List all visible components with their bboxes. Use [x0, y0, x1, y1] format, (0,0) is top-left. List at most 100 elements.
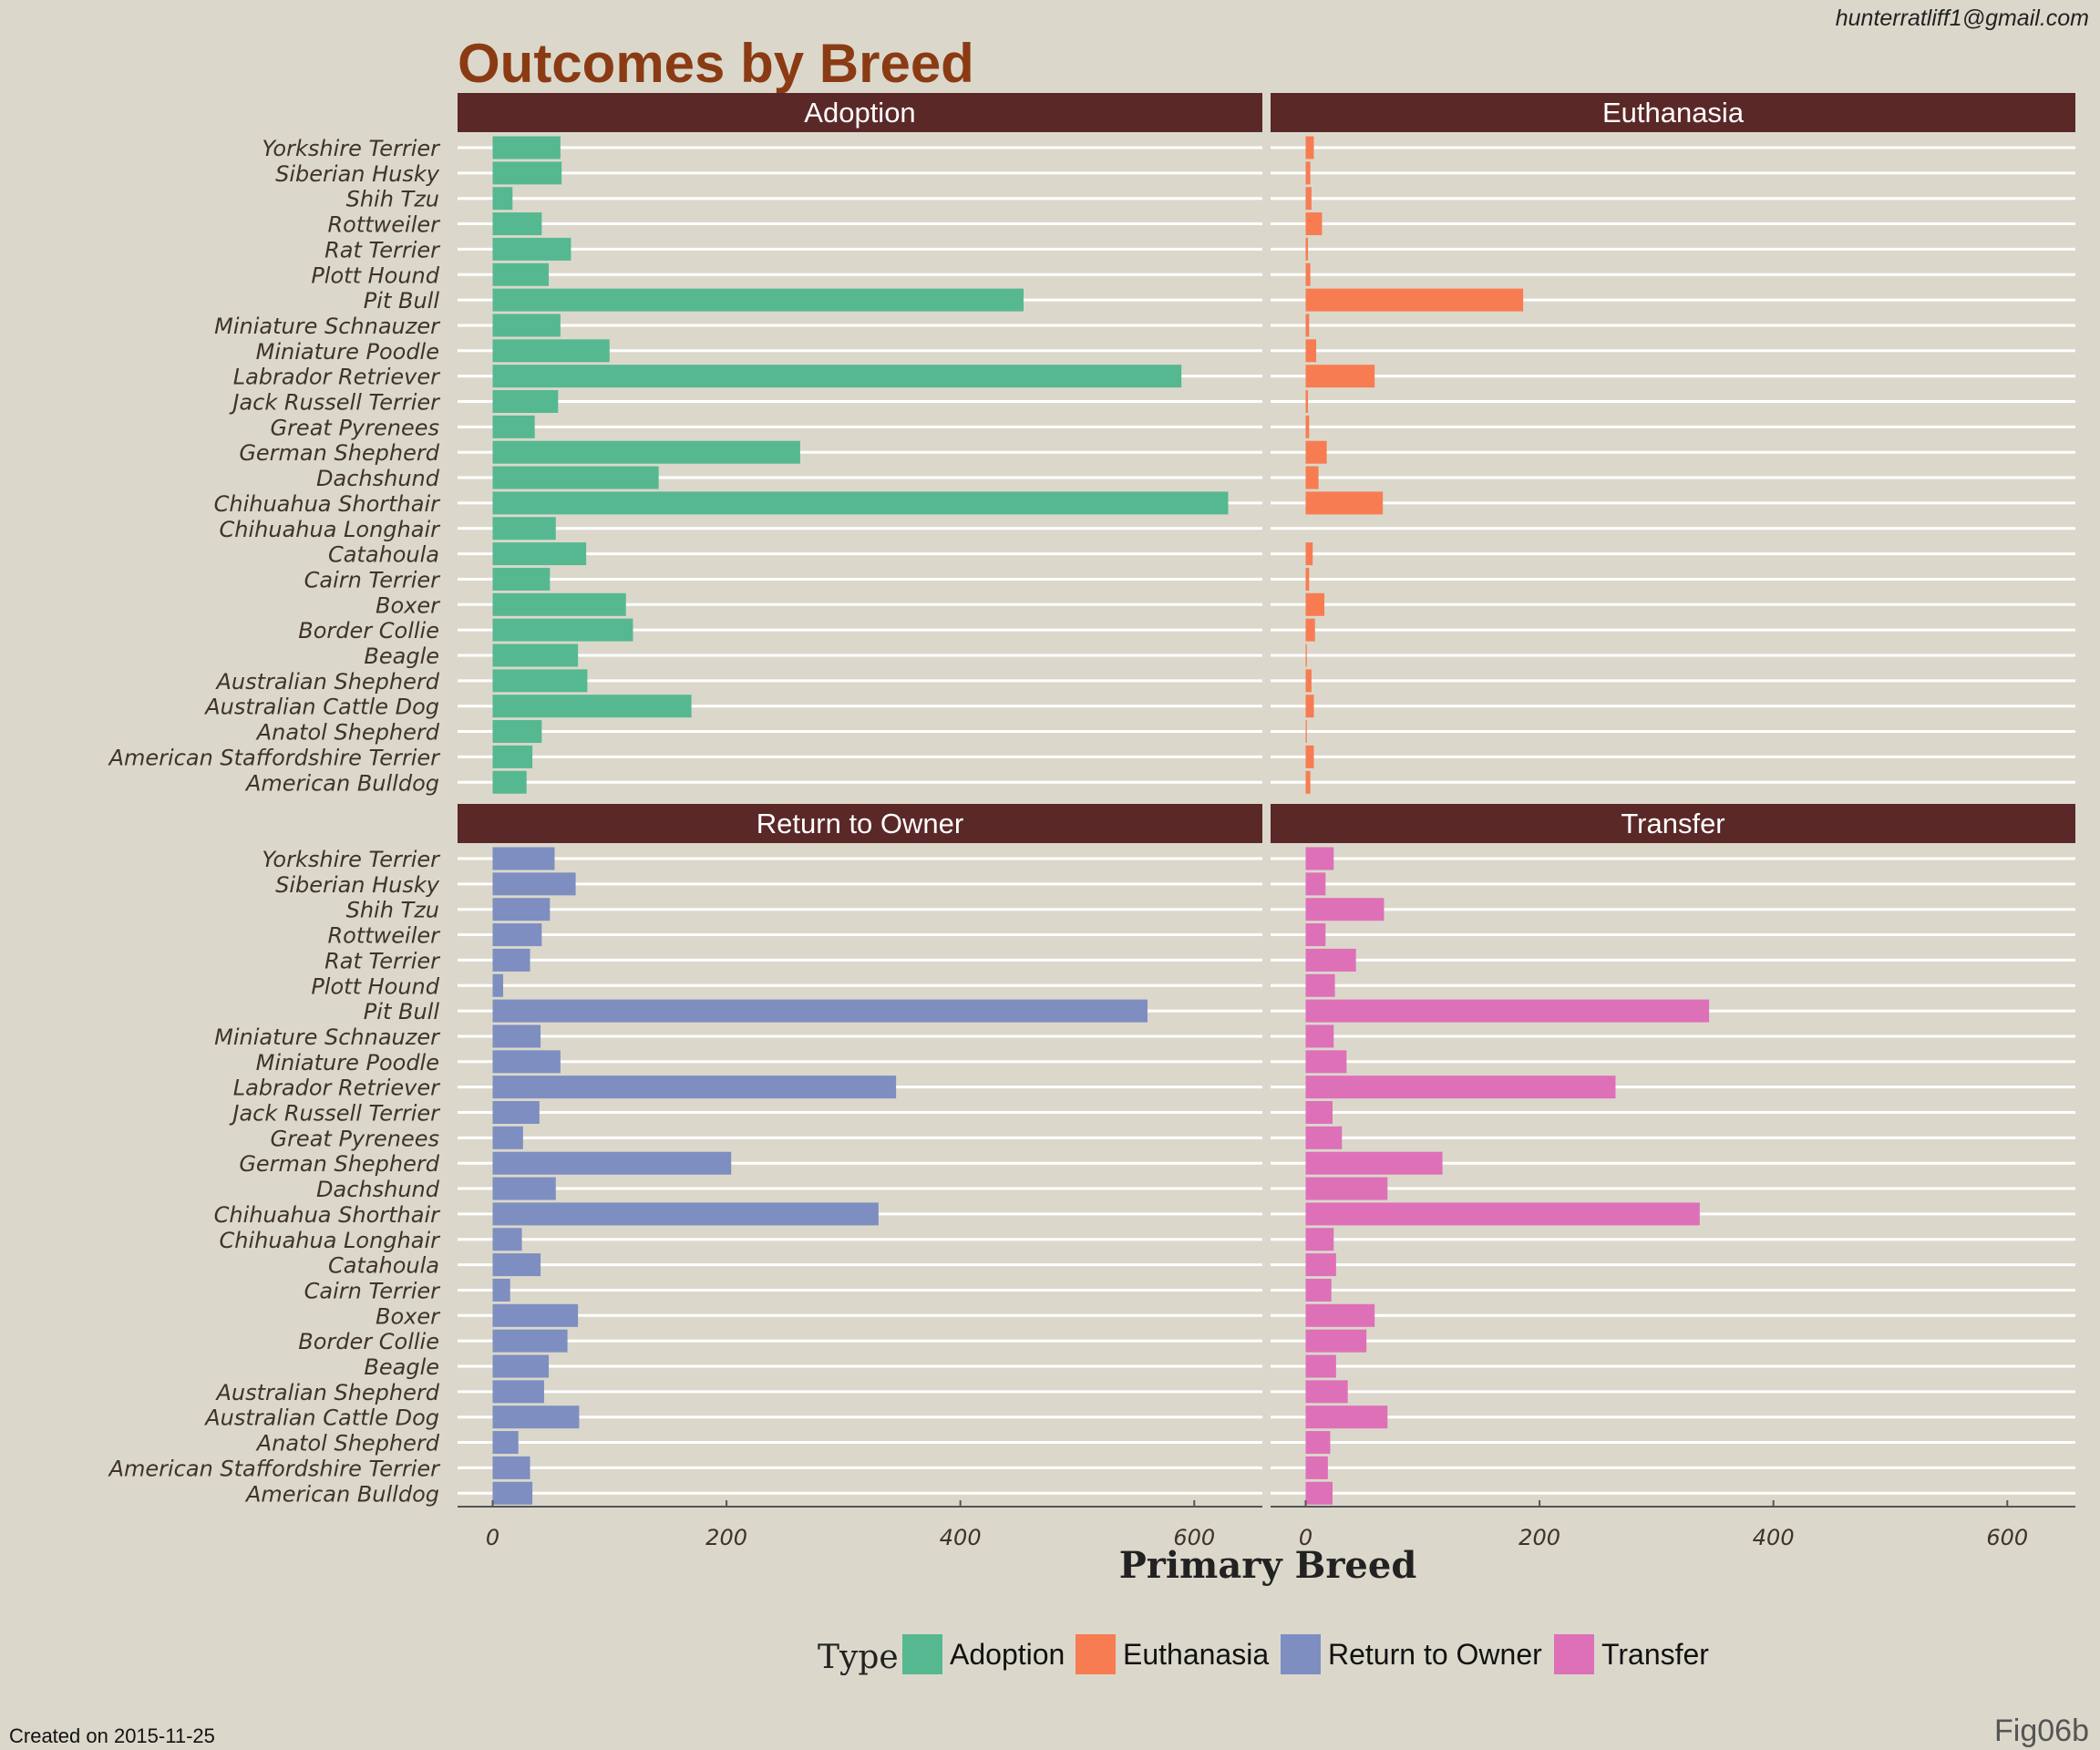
- bar-transfer-catahoula: [1305, 1253, 1336, 1277]
- bar-return-to-owner-australian-shepherd: [492, 1380, 544, 1404]
- legend-item-adoption: Adoption: [902, 1634, 1065, 1674]
- breed-label: Miniature Schnauzer: [214, 314, 441, 339]
- bar-transfer-australian-cattle-dog: [1305, 1405, 1388, 1429]
- bar-euthanasia-siberian-husky: [1305, 161, 1311, 185]
- breed-label: Cairn Terrier: [304, 567, 441, 592]
- bar-euthanasia-rat-terrier: [1305, 237, 1309, 261]
- bar-euthanasia-yorkshire-terrier: [1305, 136, 1314, 160]
- bar-adoption-jack-russell-terrier: [492, 390, 559, 413]
- legend-swatch: [1076, 1634, 1116, 1674]
- bar-transfer-rat-terrier: [1305, 948, 1356, 972]
- breed-label: American Bulldog: [244, 770, 439, 796]
- bar-adoption-anatol-shepherd: [492, 720, 542, 744]
- bar-transfer-australian-shepherd: [1305, 1380, 1348, 1404]
- bar-adoption-labrador-retriever: [492, 365, 1182, 388]
- strip-transfer: Transfer: [1271, 804, 2075, 843]
- bar-adoption-border-collie: [492, 618, 633, 642]
- bar-transfer-labrador-retriever: [1305, 1076, 1616, 1099]
- bar-return-to-owner-catahoula: [492, 1253, 541, 1277]
- legend-item-transfer: Transfer: [1554, 1634, 1709, 1674]
- breed-label: Rottweiler: [327, 212, 441, 238]
- bar-euthanasia-american-staffordshire-terrier: [1305, 745, 1314, 768]
- breed-label: Dachshund: [316, 1177, 440, 1202]
- bar-transfer-cairn-terrier: [1305, 1278, 1332, 1302]
- bar-transfer-anatol-shepherd: [1305, 1431, 1331, 1455]
- legend-title: Type: [818, 1639, 899, 1676]
- bar-adoption-american-staffordshire-terrier: [492, 745, 533, 768]
- legend: Type Adoption Euthanasia Return to Owner Tr…: [818, 1634, 1709, 1676]
- bar-return-to-owner-pit-bull: [492, 999, 1148, 1023]
- bar-euthanasia-pit-bull: [1305, 288, 1524, 312]
- panel-transfer: Transfer: [1271, 804, 2075, 1505]
- panel-return-to-owner: Return to Owner Yorkshire TerrierSiberian…: [108, 804, 1262, 1507]
- bar-adoption-siberian-husky: [492, 161, 562, 185]
- breed-label: Chihuahua Shorthair: [214, 1202, 442, 1228]
- bar-euthanasia-boxer: [1305, 592, 1325, 616]
- bar-return-to-owner-miniature-poodle: [492, 1050, 561, 1074]
- breed-label: Chihuahua Longhair: [220, 517, 442, 542]
- bar-return-to-owner-miniature-schnauzer: [492, 1024, 541, 1048]
- legend-label: Return to Owner: [1328, 1638, 1542, 1671]
- breed-label: Yorkshire Terrier: [262, 847, 441, 872]
- bar-transfer-german-shepherd: [1305, 1151, 1443, 1175]
- bar-euthanasia-shih-tzu: [1305, 187, 1312, 211]
- bar-return-to-owner-anatol-shepherd: [492, 1431, 519, 1455]
- breed-label: Boxer: [376, 592, 441, 618]
- bar-transfer-yorkshire-terrier: [1305, 847, 1334, 870]
- breed-label: Beagle: [364, 1354, 439, 1380]
- bar-return-to-owner-great-pyrenees: [492, 1126, 523, 1149]
- breed-label: Shih Tzu: [346, 898, 439, 923]
- bar-transfer-american-bulldog: [1305, 1481, 1333, 1505]
- bar-euthanasia-beagle: [1305, 643, 1307, 667]
- bar-euthanasia-anatol-shepherd: [1305, 720, 1307, 744]
- bar-return-to-owner-boxer: [492, 1303, 579, 1327]
- bar-euthanasia-australian-shepherd: [1305, 669, 1312, 693]
- tick-label: 600: [1173, 1525, 1215, 1550]
- bar-euthanasia-american-bulldog: [1305, 770, 1311, 794]
- panel-euthanasia: Euthanasia: [1271, 93, 2075, 794]
- bar-transfer-american-staffordshire-terrier: [1305, 1456, 1328, 1479]
- bar-transfer-boxer: [1305, 1303, 1375, 1327]
- bar-adoption-australian-shepherd: [492, 669, 588, 693]
- bar-euthanasia-australian-cattle-dog: [1305, 695, 1314, 718]
- bar-transfer-rottweiler: [1305, 923, 1326, 947]
- bar-euthanasia-jack-russell-terrier: [1305, 390, 1309, 413]
- breed-label: Jack Russell Terrier: [229, 390, 441, 416]
- breed-label: Pit Bull: [364, 999, 440, 1024]
- created-date: Created on 2015-11-25: [9, 1724, 215, 1747]
- breed-label: Labrador Retriever: [233, 1076, 441, 1101]
- bar-return-to-owner-rat-terrier: [492, 948, 530, 972]
- bar-adoption-great-pyrenees: [492, 415, 535, 438]
- strip-return-to-owner: Return to Owner: [458, 804, 1262, 843]
- breed-label: German Shepherd: [239, 440, 439, 466]
- legend-swatch: [1554, 1634, 1594, 1674]
- bar-euthanasia-labrador-retriever: [1305, 365, 1375, 388]
- bar-euthanasia-great-pyrenees: [1305, 415, 1310, 438]
- bar-return-to-owner-labrador-retriever: [492, 1076, 897, 1099]
- strip-label: Euthanasia: [1602, 97, 1745, 129]
- author-email: hunterratliff1@gmail.com: [1836, 5, 2089, 31]
- bar-adoption-rottweiler: [492, 212, 542, 236]
- legend-label: Adoption: [950, 1638, 1065, 1671]
- breed-label: Rottweiler: [327, 923, 441, 949]
- breed-label: American Staffordshire Terrier: [108, 745, 442, 770]
- breed-label: Catahoula: [328, 1253, 439, 1279]
- breed-label: Great Pyrenees: [270, 415, 439, 440]
- tick-label: 400: [940, 1525, 982, 1550]
- bar-adoption-beagle: [492, 643, 579, 667]
- bar-euthanasia-catahoula: [1305, 542, 1313, 566]
- strip-label: Transfer: [1621, 808, 1724, 839]
- bar-adoption-rat-terrier: [492, 237, 571, 261]
- breed-label: Rat Terrier: [324, 237, 441, 262]
- bar-euthanasia-cairn-terrier: [1305, 567, 1310, 591]
- bar-euthanasia-rottweiler: [1305, 212, 1323, 236]
- bar-adoption-yorkshire-terrier: [492, 136, 561, 160]
- breed-label: Border Collie: [298, 618, 439, 643]
- breed-label: Jack Russell Terrier: [229, 1101, 441, 1127]
- x-axis: 0 200 400 600 0 200 400 600: [458, 1500, 2075, 1550]
- strip-label: Adoption: [804, 97, 915, 129]
- tick-label: 0: [1299, 1525, 1312, 1550]
- bar-transfer-border-collie: [1305, 1329, 1367, 1353]
